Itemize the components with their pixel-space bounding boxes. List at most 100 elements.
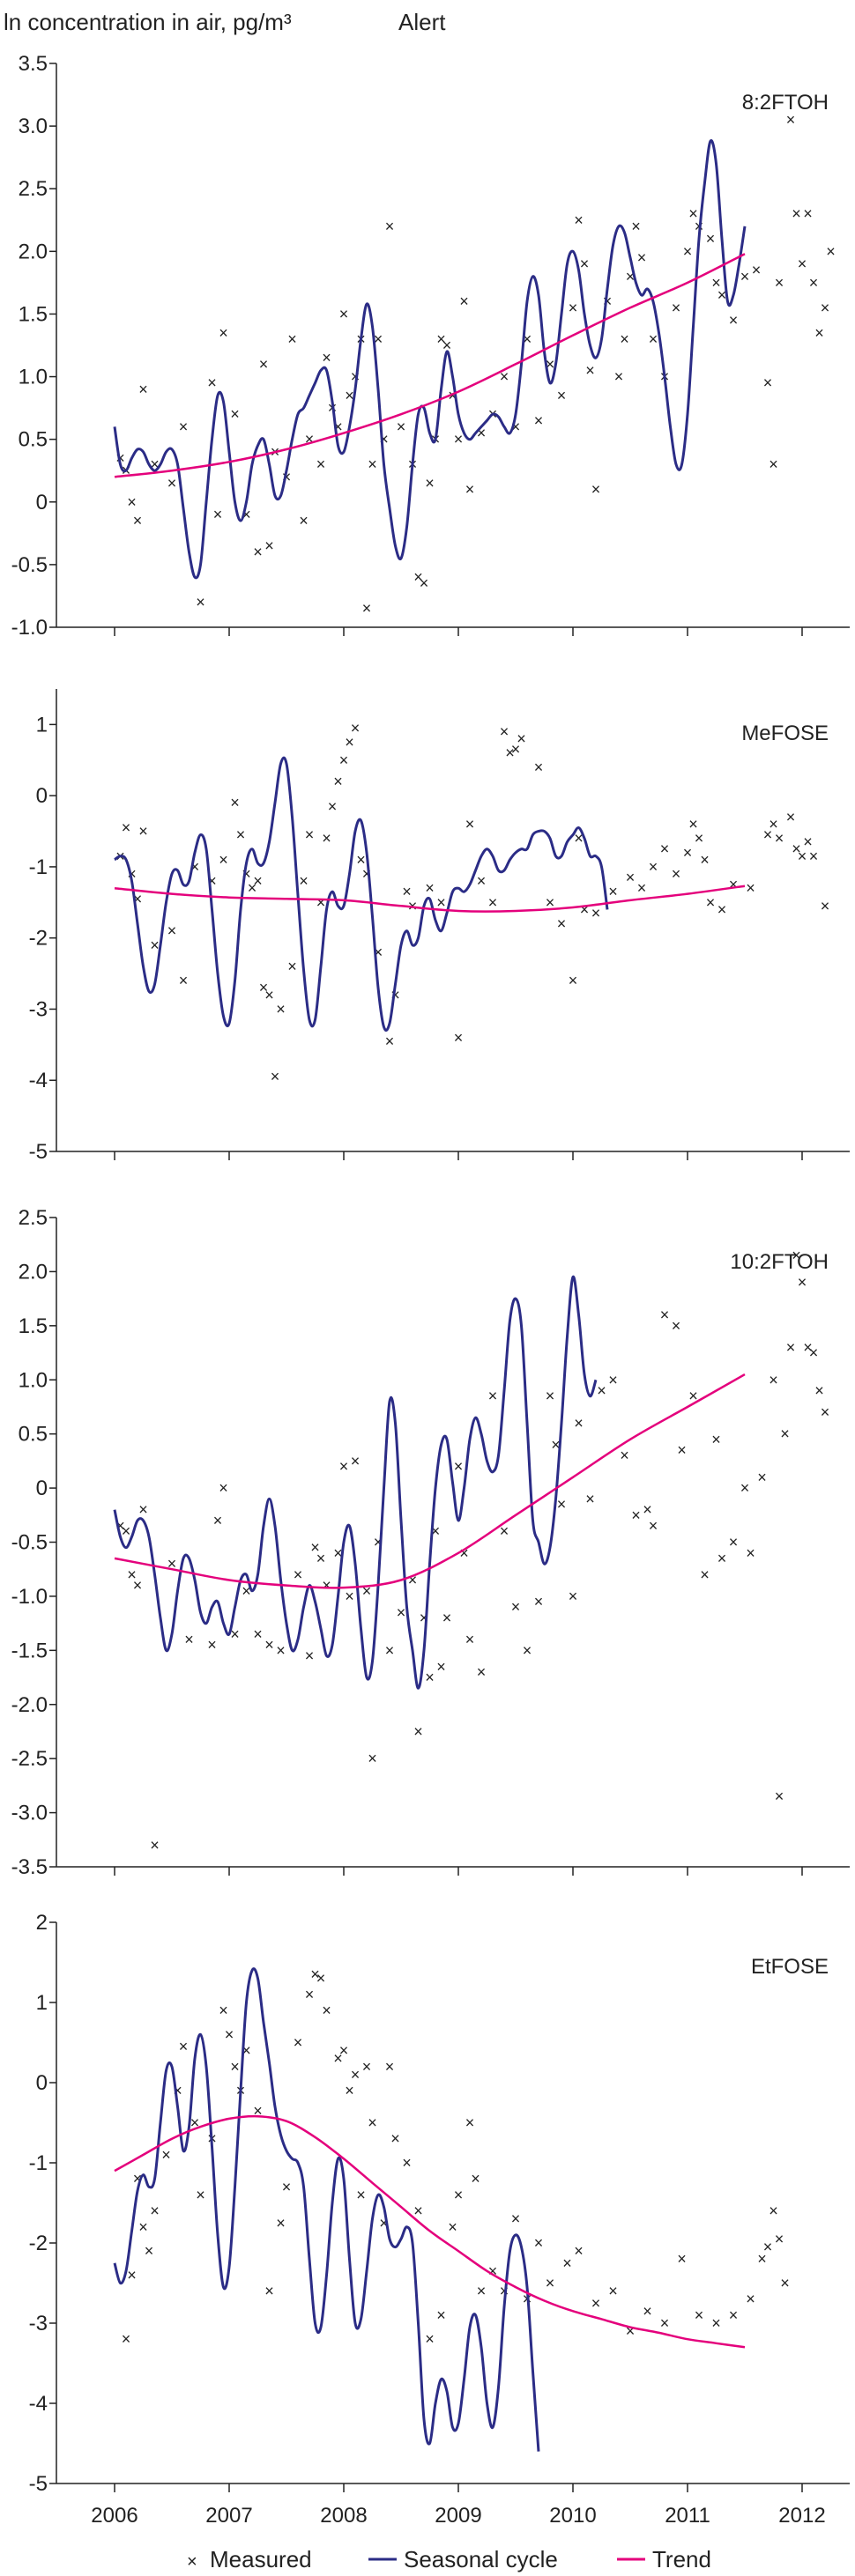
measured-point: × (167, 922, 177, 940)
measured-point: × (780, 2275, 790, 2292)
measured-point: × (390, 2130, 400, 2148)
measured-point: × (488, 893, 498, 911)
measured-point: × (574, 830, 584, 848)
measured-point: × (294, 1566, 303, 1583)
measured-point: × (264, 537, 274, 555)
measured-point: × (305, 826, 315, 844)
measured-point: × (305, 431, 315, 448)
measured-point: × (746, 2291, 755, 2308)
y-tick-label: 0 (36, 2071, 48, 2095)
measured-point: × (711, 274, 721, 292)
measured-point: × (230, 794, 240, 811)
measured-point: × (803, 833, 813, 851)
panel-title: 8:2FTOH (742, 91, 829, 115)
measured-point: × (138, 2218, 148, 2236)
measured-point: × (207, 374, 217, 392)
measured-point: × (471, 2170, 480, 2187)
measured-point: × (413, 568, 423, 586)
measured-point: × (792, 205, 801, 223)
measured-point: × (620, 1447, 629, 1464)
y-tick-label: -1.0 (11, 616, 48, 640)
x-tick-label: 2006 (91, 2504, 138, 2528)
measured-point: × (368, 1750, 377, 1767)
panel-title: MeFOSE (741, 722, 829, 745)
measured-point: × (792, 1247, 801, 1264)
y-tick-label: 0 (36, 1477, 48, 1500)
measured-point: × (780, 1425, 790, 1443)
measured-point: × (637, 879, 647, 897)
measured-point: × (196, 2186, 205, 2203)
measured-point: × (717, 286, 727, 304)
measured-point: × (345, 1588, 354, 1605)
measured-point: × (374, 944, 383, 961)
y-tick-label: -3.0 (11, 1802, 48, 1825)
measured-point: × (717, 1550, 727, 1567)
measured-point: × (580, 900, 590, 918)
measured-point: × (769, 1371, 778, 1388)
measured-point: × (534, 2234, 544, 2252)
legend: × Measured Seasonal cycle Trend (187, 2546, 711, 2572)
measured-point: × (207, 1636, 217, 1654)
measured-point: × (219, 851, 228, 869)
y-tick-label: -2.0 (11, 1693, 48, 1717)
measured-point: × (242, 506, 251, 523)
measured-point: × (729, 312, 739, 329)
measured-point: × (420, 1609, 429, 1626)
measured-point: × (167, 1555, 177, 1573)
measured-point: × (431, 1522, 441, 1540)
measured-point: × (500, 1522, 509, 1540)
measured-point: × (786, 808, 796, 825)
y-tick-label: -5 (29, 1140, 48, 1164)
measured-point: × (310, 1965, 320, 1983)
y-tick-label: -1 (29, 2151, 48, 2175)
measured-point: × (219, 1479, 228, 1497)
measured-point: × (351, 1452, 361, 1469)
y-tick-label: 2.0 (19, 240, 48, 263)
measured-point: × (729, 2306, 739, 2324)
measured-point: × (809, 274, 819, 292)
y-tick-label: 2.5 (19, 1206, 48, 1230)
measured-point: × (339, 751, 349, 769)
legend-label-measured: Measured (210, 2546, 312, 2572)
y-tick-label: 2 (36, 1911, 48, 1935)
measured-point: × (597, 1382, 606, 1400)
measured-point: × (374, 330, 383, 348)
measured-point: × (660, 840, 670, 858)
measured-point: × (511, 418, 521, 435)
series-measured: ××××××××××××××××××××××××××××××××××××××××… (115, 1247, 829, 1854)
y-tick-label: -0.5 (11, 553, 48, 577)
measured-point: × (574, 1414, 584, 1432)
measured-point: × (138, 823, 148, 840)
measured-point: × (127, 865, 137, 883)
measured-point: × (299, 872, 309, 890)
measured-point: × (287, 330, 297, 348)
measured-point: × (145, 2242, 154, 2260)
measured-point: × (660, 1307, 670, 1324)
y-tick-label: -4 (29, 1069, 48, 1092)
measured-point: × (454, 1029, 464, 1047)
station-label: Alert (398, 9, 446, 35)
measured-point: × (385, 218, 395, 235)
measured-point: × (413, 1722, 423, 1740)
measured-point: × (500, 2283, 509, 2300)
y-axis-label: ln concentration in air, pg/m³ (4, 9, 292, 35)
measured-point: × (809, 1344, 819, 1362)
x-tick-label: 2010 (549, 2504, 596, 2528)
measured-point: × (631, 218, 641, 235)
measured-point: × (763, 826, 773, 844)
measured-point: × (454, 431, 464, 448)
measured-point: × (362, 865, 372, 883)
measured-point: × (562, 2254, 572, 2272)
y-tick-label: -5 (29, 2472, 48, 2496)
measured-point: × (122, 819, 131, 837)
measured-point: × (294, 2034, 303, 2052)
measured-point: × (500, 722, 509, 740)
measured-point: × (608, 883, 618, 900)
measured-point: × (614, 368, 624, 386)
measured-point: × (448, 2218, 457, 2236)
x-tick-label: 2007 (205, 2504, 252, 2528)
trend-line (114, 1373, 746, 1589)
panel-etfose: -5 -4 -3 -2 -1 0 1 2 2006 2007 2008 2009 2010 2011 201… (29, 1911, 850, 2528)
measured-point: × (339, 2042, 349, 2060)
